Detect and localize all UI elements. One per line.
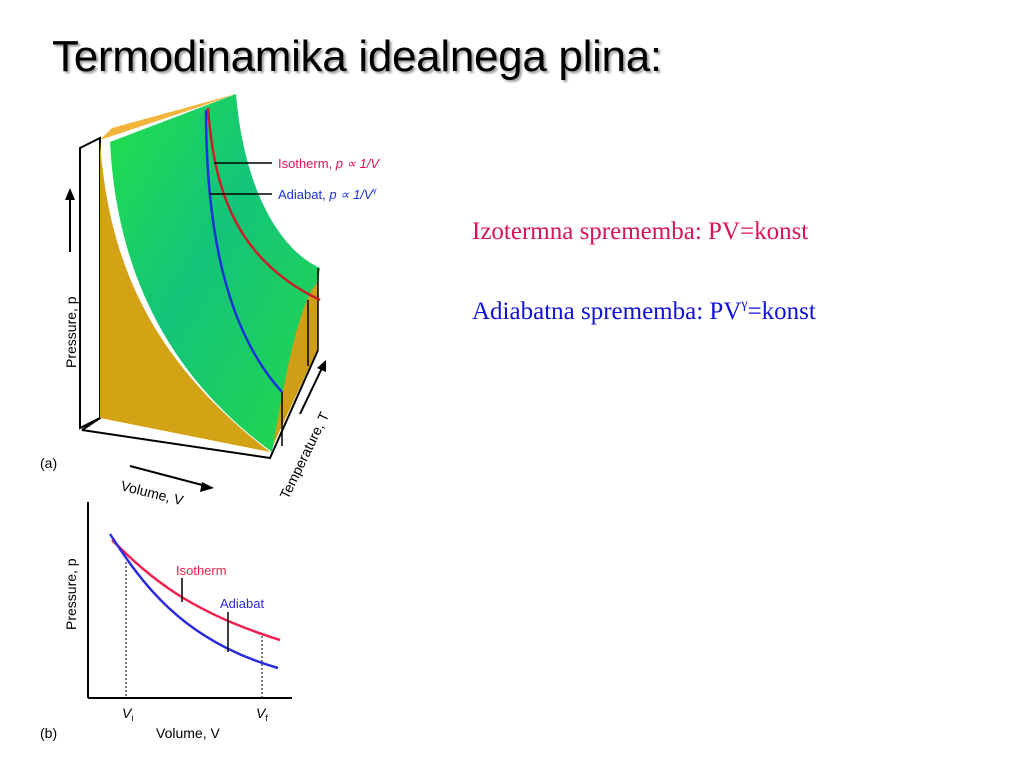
front-face (100, 140, 270, 452)
temperature-arrowhead (317, 360, 326, 372)
slide-title: Termodinamika idealnega plina: (52, 32, 662, 81)
temperature-axis-arrow (299, 367, 323, 415)
back-wall (79, 136, 101, 430)
pressure-axis-label-2d: Pressure, p (63, 558, 79, 630)
figure-b-pv-plot: Isotherm Adiabat Pressure, p Volume, V V… (40, 502, 292, 741)
figure-a-label: (a) (40, 455, 57, 471)
adiabatic-equation-rhs: =konst (747, 298, 816, 325)
adiabatic-equation-text: Adiabatna sprememba: PV (472, 298, 742, 325)
floor-edge (81, 349, 319, 460)
adiabat-label-3d: Adiabat, p ∝ 1/Vγ (278, 186, 377, 202)
volume-arrowhead (200, 482, 214, 492)
top-cap (100, 94, 236, 140)
green-surface (110, 94, 320, 452)
isotherm-curve-3d (206, 107, 321, 302)
vi-tick-label: Vi (122, 705, 133, 723)
isotherm-curve-2d (111, 539, 281, 642)
adiabatic-equation: Adiabatna sprememba: PVγ=konst (472, 296, 816, 326)
thermodynamics-figure: Isotherm, p ∝ 1/V Adiabat, p ∝ 1/Vγ Pres… (40, 94, 380, 741)
isotherm-label-3d: Isotherm, p ∝ 1/V (278, 156, 380, 171)
figure-a-3d-surface: Isotherm, p ∝ 1/V Adiabat, p ∝ 1/Vγ Pres… (40, 94, 380, 509)
pressure-axis-label-3d: Pressure, p (63, 296, 79, 368)
volume-axis-label-3d: Volume, V (119, 477, 185, 508)
isotherm-label-2d: Isotherm (176, 563, 227, 578)
isothermal-equation: Izotermna sprememba: PV=konst (472, 218, 808, 246)
figure-b-label: (b) (40, 725, 57, 741)
isothermal-equation-text: Izotermna sprememba: PV=konst (472, 218, 809, 245)
adiabat-curve-3d (204, 109, 283, 393)
floor-edge-short (81, 417, 101, 431)
volume-axis-arrow (129, 465, 207, 487)
gamma-superscript: γ (741, 296, 748, 312)
vf-tick-label: Vf (256, 705, 268, 723)
pressure-arrowhead (65, 188, 75, 200)
adiabat-curve-2d (108, 533, 279, 670)
volume-axis-label-2d: Volume, V (156, 725, 220, 741)
adiabat-label-2d: Adiabat (220, 596, 264, 611)
